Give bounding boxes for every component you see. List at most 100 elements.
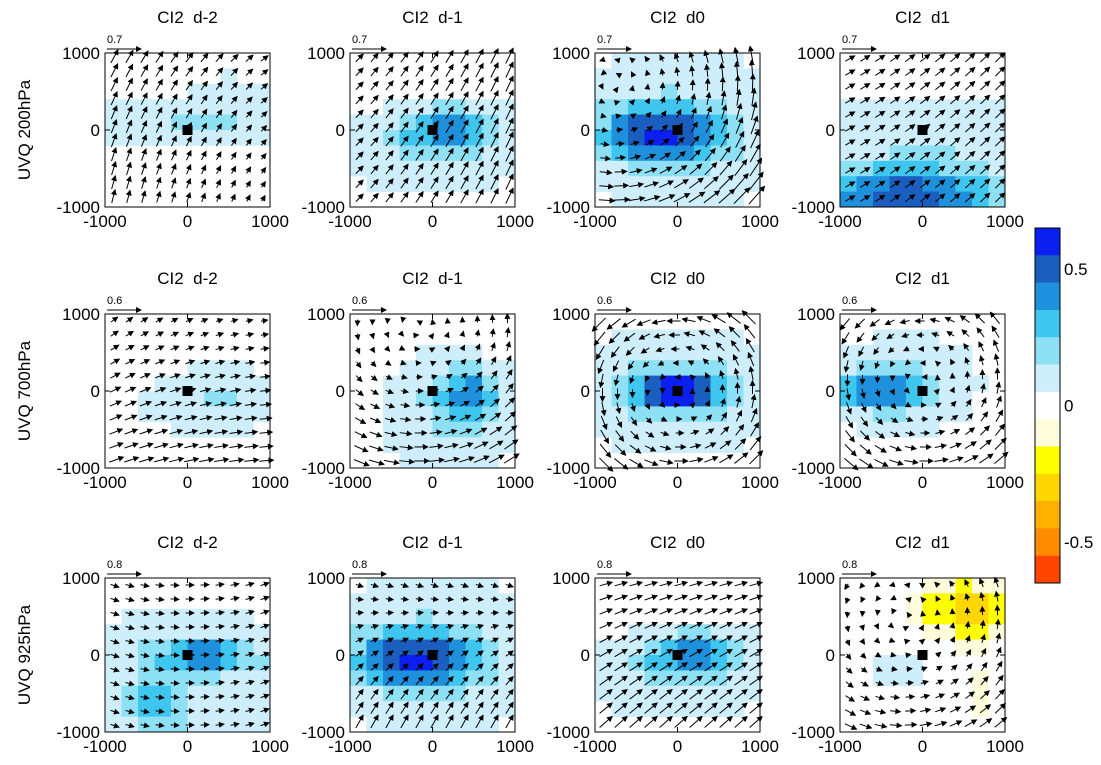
heat-cell <box>873 421 890 438</box>
wind-vector <box>429 443 444 450</box>
heat-cell <box>972 176 989 192</box>
wind-vector <box>230 137 237 146</box>
wind-vector <box>890 110 901 118</box>
wind-vector <box>674 52 680 63</box>
wind-vector <box>629 715 643 728</box>
wind-vector <box>904 444 918 451</box>
wind-vector <box>644 459 659 467</box>
heat-cell <box>856 145 874 162</box>
colorbar-label: 0 <box>1064 397 1073 416</box>
wind-vector <box>846 402 852 415</box>
wind-vector <box>245 110 253 118</box>
wind-vector <box>704 715 718 728</box>
wind-vector <box>385 374 393 380</box>
wind-vector <box>844 625 851 633</box>
wind-vector <box>400 388 410 395</box>
heat-cell <box>694 68 711 85</box>
wind-vector <box>690 429 700 436</box>
wind-vector <box>460 175 469 190</box>
wind-vector <box>644 83 651 90</box>
wind-vector <box>674 150 686 161</box>
wind-vector <box>718 48 725 64</box>
heat-cell <box>972 608 989 625</box>
wind-vector <box>200 164 207 175</box>
wind-vector <box>245 152 252 160</box>
wind-vector <box>370 360 377 368</box>
wind-vector <box>125 596 135 603</box>
wind-vector <box>659 715 673 728</box>
heat-cell <box>465 344 483 361</box>
heat-cell <box>187 670 205 687</box>
wind-vector <box>200 359 211 366</box>
heat-cell <box>611 421 629 438</box>
heat-cell <box>399 685 417 702</box>
wind-vector <box>689 715 703 728</box>
wind-vector <box>845 125 856 132</box>
wind-vector <box>733 187 751 205</box>
wind-vector <box>860 69 871 76</box>
wind-vector <box>934 443 948 450</box>
wind-vector <box>385 80 394 91</box>
wind-vector <box>215 318 224 324</box>
wind-vector <box>610 346 620 358</box>
wind-vector <box>245 54 254 62</box>
wind-vector <box>599 443 612 458</box>
wind-vector <box>698 330 711 337</box>
wind-vector <box>890 152 901 160</box>
wind-vector <box>505 383 514 394</box>
heat-cell <box>171 608 188 625</box>
wind-vector <box>920 193 931 203</box>
wind-vector <box>717 356 725 366</box>
heat-cell <box>856 391 874 407</box>
wind-vector <box>185 163 192 175</box>
wind-vector <box>949 442 963 449</box>
wind-vector <box>614 168 628 175</box>
y-tick-label: 0 <box>91 646 100 665</box>
wind-vector <box>355 95 364 105</box>
heat-cell <box>138 685 155 702</box>
heat-cell <box>121 716 139 733</box>
wind-vector <box>230 165 237 174</box>
heat-cell <box>644 329 662 346</box>
wind-vector <box>875 54 886 62</box>
heat-cell <box>350 670 367 687</box>
y-tick-label: 1000 <box>552 305 590 324</box>
colorbar-segment <box>1035 364 1060 393</box>
wind-vector <box>934 707 947 713</box>
wind-vector <box>185 191 192 203</box>
heat-cell <box>922 578 940 594</box>
heat-cell <box>939 176 956 192</box>
wind-vector <box>503 453 520 464</box>
center-marker <box>427 650 438 660</box>
heat-cell <box>988 578 1006 594</box>
wind-vector <box>845 195 856 202</box>
wind-vector <box>415 176 424 189</box>
wind-vector <box>355 109 364 119</box>
wind-vector <box>934 720 948 727</box>
wind-vector <box>504 439 519 450</box>
wind-vector <box>385 609 395 616</box>
wind-vector <box>685 345 695 352</box>
wind-vector <box>170 373 181 379</box>
wind-vector <box>429 429 443 436</box>
wind-vector <box>844 444 857 457</box>
heat-cell <box>416 437 433 453</box>
wind-vector <box>155 190 162 203</box>
wind-vector <box>475 174 484 190</box>
wind-vector <box>169 414 183 421</box>
heat-cell <box>416 608 433 625</box>
wind-vector <box>355 375 363 383</box>
heat-cell <box>628 99 645 115</box>
wind-vector <box>890 180 901 188</box>
wind-vector <box>904 638 911 645</box>
wind-vector <box>200 345 210 352</box>
wind-vector <box>185 373 196 379</box>
wind-vector <box>230 95 238 104</box>
heat-cell <box>922 329 940 346</box>
wind-vector <box>505 131 514 148</box>
wind-vector <box>354 417 367 425</box>
wind-vector <box>719 146 731 162</box>
wind-vector <box>260 609 270 616</box>
heat-cell <box>482 655 499 671</box>
wind-vector <box>505 47 514 64</box>
